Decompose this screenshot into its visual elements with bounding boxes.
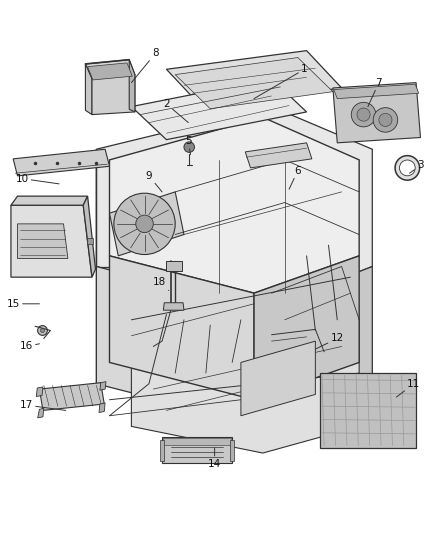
Polygon shape	[92, 75, 135, 115]
Polygon shape	[254, 256, 359, 400]
Polygon shape	[85, 60, 135, 79]
Polygon shape	[11, 196, 88, 205]
Polygon shape	[39, 383, 104, 410]
Text: 3: 3	[410, 160, 424, 173]
Polygon shape	[166, 51, 342, 107]
Polygon shape	[166, 261, 182, 271]
Circle shape	[114, 193, 175, 255]
Polygon shape	[99, 403, 105, 413]
Polygon shape	[333, 83, 420, 143]
Circle shape	[395, 156, 420, 180]
Polygon shape	[175, 58, 333, 109]
Polygon shape	[160, 440, 164, 461]
Polygon shape	[96, 266, 263, 426]
Polygon shape	[263, 266, 372, 426]
Circle shape	[399, 160, 415, 176]
Text: 5: 5	[185, 136, 192, 155]
Circle shape	[351, 102, 376, 127]
Polygon shape	[129, 60, 135, 112]
Text: 17: 17	[20, 400, 66, 410]
Polygon shape	[85, 64, 92, 115]
Polygon shape	[36, 387, 43, 397]
Text: 8: 8	[131, 49, 159, 83]
Polygon shape	[83, 196, 95, 277]
Polygon shape	[11, 205, 92, 277]
Text: 18: 18	[153, 278, 169, 290]
Polygon shape	[163, 438, 231, 445]
Text: 1: 1	[254, 64, 308, 99]
Polygon shape	[38, 408, 44, 418]
Text: 16: 16	[20, 342, 39, 351]
Text: 12: 12	[315, 334, 344, 349]
Polygon shape	[162, 437, 232, 463]
Polygon shape	[96, 149, 166, 384]
Polygon shape	[131, 320, 359, 453]
Text: 10: 10	[15, 174, 59, 184]
Polygon shape	[110, 117, 359, 293]
Polygon shape	[245, 143, 312, 168]
Text: 9: 9	[145, 171, 162, 192]
Polygon shape	[18, 224, 68, 259]
Polygon shape	[320, 373, 416, 448]
Text: 2: 2	[163, 99, 188, 123]
Circle shape	[357, 108, 370, 121]
Polygon shape	[334, 84, 419, 99]
Text: 6: 6	[289, 166, 301, 189]
Polygon shape	[13, 149, 110, 176]
Text: 14: 14	[208, 448, 221, 469]
Polygon shape	[100, 382, 106, 390]
Circle shape	[379, 114, 392, 126]
Polygon shape	[241, 341, 315, 416]
Circle shape	[373, 108, 398, 132]
Polygon shape	[230, 440, 234, 461]
Text: 7: 7	[368, 78, 382, 107]
Polygon shape	[163, 303, 184, 310]
Polygon shape	[110, 256, 254, 400]
Polygon shape	[96, 107, 372, 309]
Circle shape	[184, 142, 194, 152]
Text: 15: 15	[7, 299, 39, 309]
Polygon shape	[131, 79, 307, 140]
Polygon shape	[88, 63, 132, 80]
Polygon shape	[110, 192, 184, 256]
Circle shape	[136, 215, 153, 232]
Text: 11: 11	[396, 379, 420, 397]
